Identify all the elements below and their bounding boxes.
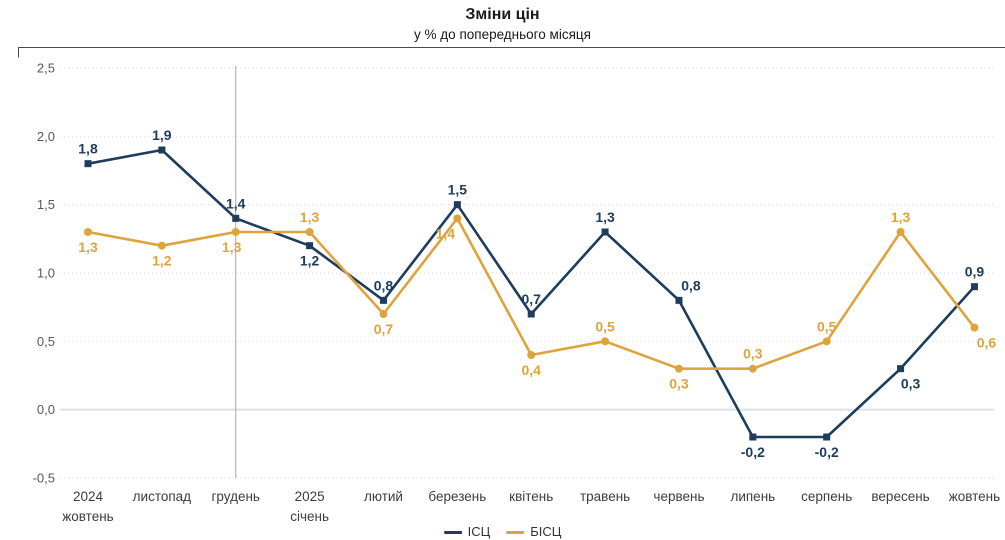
data-point-label-ІСЦ: 1,8 xyxy=(78,141,98,157)
legend-label: ІСЦ xyxy=(467,524,491,539)
data-point-label-ІСЦ: 1,2 xyxy=(300,253,320,269)
data-point-marker-ІСЦ[interactable] xyxy=(158,146,166,154)
y-tick-label: 2,0 xyxy=(37,129,55,144)
x-tick-label: листопад xyxy=(133,489,192,504)
data-point-label-ІСЦ: 1,4 xyxy=(226,195,246,211)
data-point-marker-БІСЦ[interactable] xyxy=(157,241,166,250)
data-point-marker-ІСЦ[interactable] xyxy=(601,228,609,236)
data-point-label-ІСЦ: 1,3 xyxy=(595,209,615,225)
data-point-marker-ІСЦ[interactable] xyxy=(823,433,831,441)
data-point-label-БІСЦ: 1,3 xyxy=(891,209,911,225)
data-point-marker-БІСЦ[interactable] xyxy=(305,228,314,236)
x-tick-label: березень xyxy=(428,489,486,504)
x-tick-label: вересень xyxy=(871,489,929,504)
data-point-label-БІСЦ: 0,4 xyxy=(521,362,541,378)
data-point-marker-ІСЦ[interactable] xyxy=(453,201,461,209)
y-tick-label: 0,0 xyxy=(37,402,55,417)
x-tick-label: січень xyxy=(290,509,329,524)
x-tick-label: 2025 xyxy=(295,489,325,504)
data-point-label-ІСЦ: 1,5 xyxy=(448,182,468,198)
data-point-marker-ІСЦ[interactable] xyxy=(84,160,92,168)
x-tick-label: липень xyxy=(730,489,775,504)
data-point-marker-БІСЦ[interactable] xyxy=(674,364,683,373)
x-tick-label: травень xyxy=(580,489,630,504)
data-point-label-БІСЦ: 1,4 xyxy=(436,225,456,241)
data-point-label-ІСЦ: -0,2 xyxy=(741,444,765,460)
data-point-marker-БІСЦ[interactable] xyxy=(231,228,240,236)
legend-item-ІСЦ[interactable]: ІСЦ xyxy=(443,524,491,540)
data-point-label-БІСЦ: 0,5 xyxy=(595,318,615,334)
data-point-label-БІСЦ: 1,3 xyxy=(78,239,98,255)
data-point-label-БІСЦ: 1,3 xyxy=(222,239,242,255)
data-point-label-БІСЦ: 1,3 xyxy=(300,209,320,225)
x-tick-label: жовтень xyxy=(949,489,1000,504)
x-tick-label: квітень xyxy=(509,489,553,504)
data-point-label-БІСЦ: 0,3 xyxy=(669,376,689,392)
data-point-label-ІСЦ: 0,7 xyxy=(521,291,541,307)
data-point-marker-ІСЦ[interactable] xyxy=(527,310,535,318)
legend-label: БІСЦ xyxy=(530,524,562,539)
data-point-label-ІСЦ: -0,2 xyxy=(815,444,839,460)
x-tick-label: серпень xyxy=(801,489,852,504)
legend-swatch xyxy=(443,530,462,534)
data-point-marker-ІСЦ[interactable] xyxy=(897,365,905,373)
data-point-label-БІСЦ: 0,6 xyxy=(977,335,997,351)
x-tick-label: лютий xyxy=(364,489,403,504)
data-point-marker-БІСЦ[interactable] xyxy=(822,337,831,346)
legend-item-БІСЦ[interactable]: БІСЦ xyxy=(506,524,561,540)
data-point-marker-ІСЦ[interactable] xyxy=(675,296,683,304)
y-tick-label: 2,5 xyxy=(37,61,55,76)
data-point-label-БІСЦ: 0,3 xyxy=(743,346,763,362)
data-point-label-ІСЦ: 0,8 xyxy=(681,277,701,293)
data-point-marker-ІСЦ[interactable] xyxy=(970,283,978,291)
y-tick-label: -0,5 xyxy=(33,471,55,486)
data-point-label-БІСЦ: 1,2 xyxy=(152,253,172,269)
y-tick-label: 1,5 xyxy=(37,197,55,212)
data-point-marker-БІСЦ[interactable] xyxy=(748,364,757,373)
data-point-marker-ІСЦ[interactable] xyxy=(379,296,387,304)
data-point-marker-БІСЦ[interactable] xyxy=(601,337,610,346)
data-point-marker-БІСЦ[interactable] xyxy=(379,310,388,318)
x-tick-label: жовтень xyxy=(62,509,113,524)
data-point-label-ІСЦ: 0,3 xyxy=(901,376,921,392)
data-point-marker-ІСЦ[interactable] xyxy=(232,214,240,222)
data-point-label-ІСЦ: 0,9 xyxy=(965,264,985,280)
data-point-marker-БІСЦ[interactable] xyxy=(453,214,462,223)
data-point-marker-БІСЦ[interactable] xyxy=(84,228,92,236)
data-point-label-ІСЦ: 0,8 xyxy=(374,277,394,293)
x-tick-label: червень xyxy=(653,489,704,504)
data-point-marker-БІСЦ[interactable] xyxy=(527,351,536,359)
data-point-label-БІСЦ: 0,5 xyxy=(817,318,837,334)
y-tick-label: 0,5 xyxy=(37,334,55,349)
data-point-marker-ІСЦ[interactable] xyxy=(306,242,314,250)
chart-legend: ІСЦ БІСЦ xyxy=(443,524,561,540)
data-point-marker-БІСЦ[interactable] xyxy=(970,323,979,332)
x-tick-label: грудень xyxy=(212,489,260,504)
data-point-label-ІСЦ: 1,9 xyxy=(152,127,172,143)
y-tick-label: 1,0 xyxy=(37,266,55,281)
data-point-label-БІСЦ: 0,7 xyxy=(374,321,394,337)
x-tick-label: 2024 xyxy=(73,489,104,504)
chart-subtitle: у % до попереднього місяця xyxy=(414,27,591,42)
data-point-marker-БІСЦ[interactable] xyxy=(896,228,905,236)
chart-title: Зміни цін xyxy=(465,6,540,23)
chart-header: Зміни цін у % до попереднього місяця xyxy=(0,4,1005,44)
data-point-marker-ІСЦ[interactable] xyxy=(749,433,757,441)
legend-swatch xyxy=(506,530,525,534)
